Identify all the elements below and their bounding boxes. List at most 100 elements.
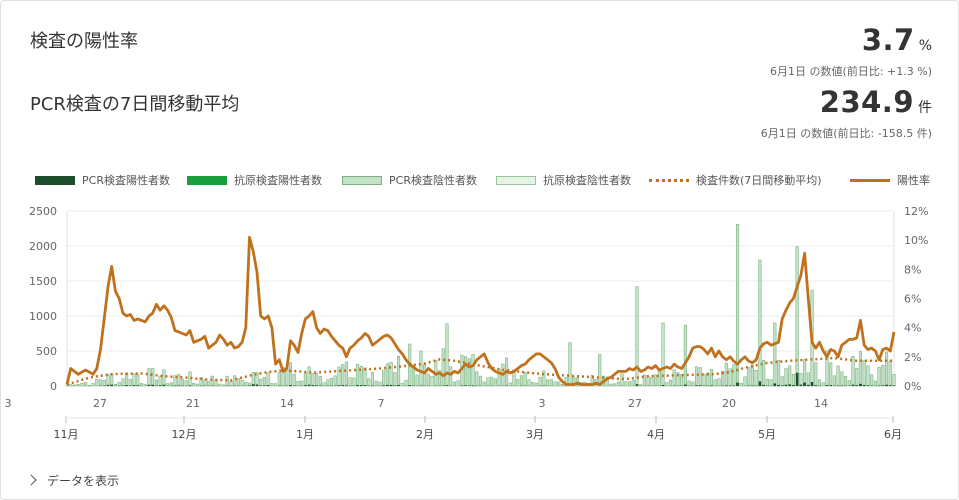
bar-pcr-negative bbox=[624, 381, 628, 387]
bar-pcr-negative bbox=[452, 381, 456, 387]
bar-pcr-negative bbox=[817, 379, 822, 387]
bar-pcr-negative bbox=[598, 354, 602, 387]
bar-pcr-negative bbox=[762, 360, 766, 387]
bar-pcr-negative bbox=[829, 362, 833, 387]
y-tick-right: 2% bbox=[904, 351, 921, 364]
bar-pcr-negative bbox=[758, 259, 762, 387]
bar-pcr-negative bbox=[747, 367, 751, 387]
bar-pcr-positive bbox=[121, 385, 125, 386]
chevron-right-icon bbox=[25, 474, 37, 486]
bar-pcr-positive bbox=[341, 385, 344, 386]
legend-item-antigen-negative[interactable]: 抗原検査陰性者数 bbox=[496, 172, 631, 188]
y-tick-left: 2000 bbox=[29, 240, 57, 253]
bar-pcr-positive bbox=[732, 385, 736, 386]
bar-pcr-negative bbox=[702, 374, 706, 387]
bar-pcr-negative bbox=[154, 379, 158, 387]
bar-pcr-positive bbox=[188, 385, 192, 386]
bar-pcr-positive bbox=[829, 385, 832, 386]
x-tick-label: 14 bbox=[814, 397, 828, 410]
bar-pcr-positive bbox=[866, 385, 870, 386]
bar-pcr-positive bbox=[147, 384, 151, 386]
bar-pcr-negative bbox=[180, 378, 185, 387]
bar-pcr-positive bbox=[397, 384, 400, 386]
bar-pcr-negative bbox=[266, 372, 270, 387]
bar-pcr-negative bbox=[322, 382, 326, 387]
bar-pcr-positive bbox=[862, 384, 866, 386]
bar-pcr-positive bbox=[725, 385, 728, 386]
bar-pcr-negative bbox=[698, 367, 702, 387]
bar-pcr-negative bbox=[151, 368, 155, 387]
test-count-average-line bbox=[66, 356, 894, 386]
bar-pcr-positive bbox=[758, 381, 762, 386]
bar-pcr-negative bbox=[672, 369, 676, 387]
bar-pcr-negative bbox=[546, 379, 550, 387]
bar-pcr-negative bbox=[177, 374, 181, 387]
bar-pcr-negative bbox=[385, 363, 389, 387]
x-tick-label: 27 bbox=[93, 397, 107, 410]
bar-pcr-positive bbox=[460, 385, 464, 386]
bar-pcr-positive bbox=[363, 385, 367, 386]
month-label: 1月 bbox=[296, 428, 314, 441]
bar-pcr-negative bbox=[117, 382, 121, 387]
bar-pcr-negative bbox=[333, 375, 337, 387]
average-unit: 件 bbox=[918, 100, 932, 116]
bar-pcr-negative bbox=[456, 380, 460, 387]
bar-pcr-positive bbox=[106, 384, 110, 386]
legend-label: 抗原検査陰性者数 bbox=[543, 174, 631, 187]
bar-pcr-positive bbox=[307, 384, 311, 386]
bar-pcr-positive bbox=[382, 385, 385, 386]
bar-pcr-negative bbox=[136, 374, 140, 387]
legend-item-pcr-positive[interactable]: PCR検査陽性者数 bbox=[35, 172, 170, 188]
bar-pcr-negative bbox=[516, 379, 520, 387]
legend-item-positivity[interactable]: 陽性率 bbox=[850, 172, 930, 188]
bar-pcr-negative bbox=[393, 372, 397, 387]
bar-pcr-positive bbox=[345, 385, 348, 386]
bar-pcr-negative bbox=[877, 366, 881, 387]
legend-swatch bbox=[850, 178, 890, 182]
bar-pcr-negative bbox=[326, 379, 330, 387]
y-tick-right: 6% bbox=[904, 293, 921, 306]
bar-pcr-negative bbox=[158, 375, 162, 387]
bar-pcr-negative bbox=[95, 379, 99, 387]
legend-item-antigen-positive[interactable]: 抗原検査陽性者数 bbox=[187, 172, 322, 188]
month-label: 3月 bbox=[526, 428, 544, 441]
legend-label: 抗原検査陽性者数 bbox=[234, 174, 322, 187]
legend-item-test-count-average[interactable]: 検査件数(7日間移動平均) bbox=[649, 172, 822, 188]
average-kpi: 234.9 件 bbox=[820, 85, 932, 119]
bar-pcr-negative bbox=[855, 368, 859, 387]
x-tick-label: 3 bbox=[5, 397, 12, 410]
bar-pcr-negative bbox=[169, 382, 173, 387]
show-data-toggle[interactable]: データを表示 bbox=[25, 472, 119, 489]
bar-pcr-negative bbox=[415, 374, 419, 387]
bar-pcr-negative bbox=[341, 364, 345, 387]
bar-pcr-positive bbox=[855, 385, 859, 386]
bar-pcr-negative bbox=[840, 371, 844, 387]
bar-pcr-negative bbox=[87, 385, 91, 387]
bar-pcr-negative bbox=[683, 324, 687, 387]
bar-pcr-positive bbox=[814, 385, 818, 386]
bar-pcr-negative bbox=[709, 369, 714, 387]
bar-pcr-negative bbox=[881, 364, 885, 387]
bar-pcr-negative bbox=[631, 380, 635, 387]
average-subtext: 6月1日 の数値(前日比: -158.5 件) bbox=[760, 127, 932, 140]
bar-pcr-negative bbox=[821, 382, 825, 387]
bar-pcr-positive bbox=[389, 384, 393, 386]
bar-pcr-negative bbox=[84, 382, 88, 387]
bar-pcr-negative bbox=[471, 354, 475, 387]
bar-pcr-negative bbox=[464, 356, 468, 387]
y-tick-left: 1500 bbox=[29, 275, 57, 288]
bar-pcr-negative bbox=[776, 360, 781, 387]
bar-pcr-positive bbox=[762, 384, 765, 386]
month-label: 5月 bbox=[758, 428, 776, 441]
bar-pcr-negative bbox=[404, 379, 408, 387]
bar-pcr-negative bbox=[389, 361, 393, 387]
bar-pcr-positive bbox=[162, 384, 166, 386]
legend-item-pcr-negative[interactable]: PCR検査陰性者数 bbox=[342, 172, 477, 188]
bar-pcr-positive bbox=[255, 384, 259, 386]
bar-pcr-negative bbox=[750, 364, 754, 387]
bar-pcr-negative bbox=[844, 376, 848, 387]
bar-pcr-positive bbox=[661, 384, 665, 386]
bar-pcr-negative bbox=[609, 383, 613, 387]
legend-swatch bbox=[342, 175, 382, 185]
bar-pcr-negative bbox=[318, 376, 322, 387]
